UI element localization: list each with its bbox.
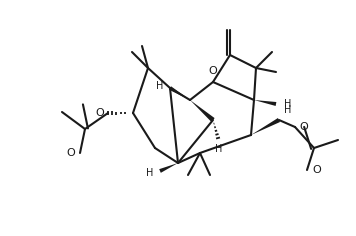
Text: H: H [284, 105, 291, 115]
Text: H: H [146, 168, 153, 178]
Text: O: O [66, 148, 75, 158]
Polygon shape [169, 86, 190, 100]
Polygon shape [190, 100, 215, 122]
Polygon shape [251, 118, 280, 135]
Text: H: H [284, 99, 291, 109]
Text: O: O [299, 122, 308, 132]
Polygon shape [254, 100, 276, 106]
Polygon shape [159, 163, 178, 173]
Text: O: O [95, 108, 104, 118]
Text: H: H [215, 144, 223, 154]
Text: O: O [312, 165, 321, 175]
Text: O: O [209, 66, 218, 76]
Text: H: H [156, 81, 163, 91]
